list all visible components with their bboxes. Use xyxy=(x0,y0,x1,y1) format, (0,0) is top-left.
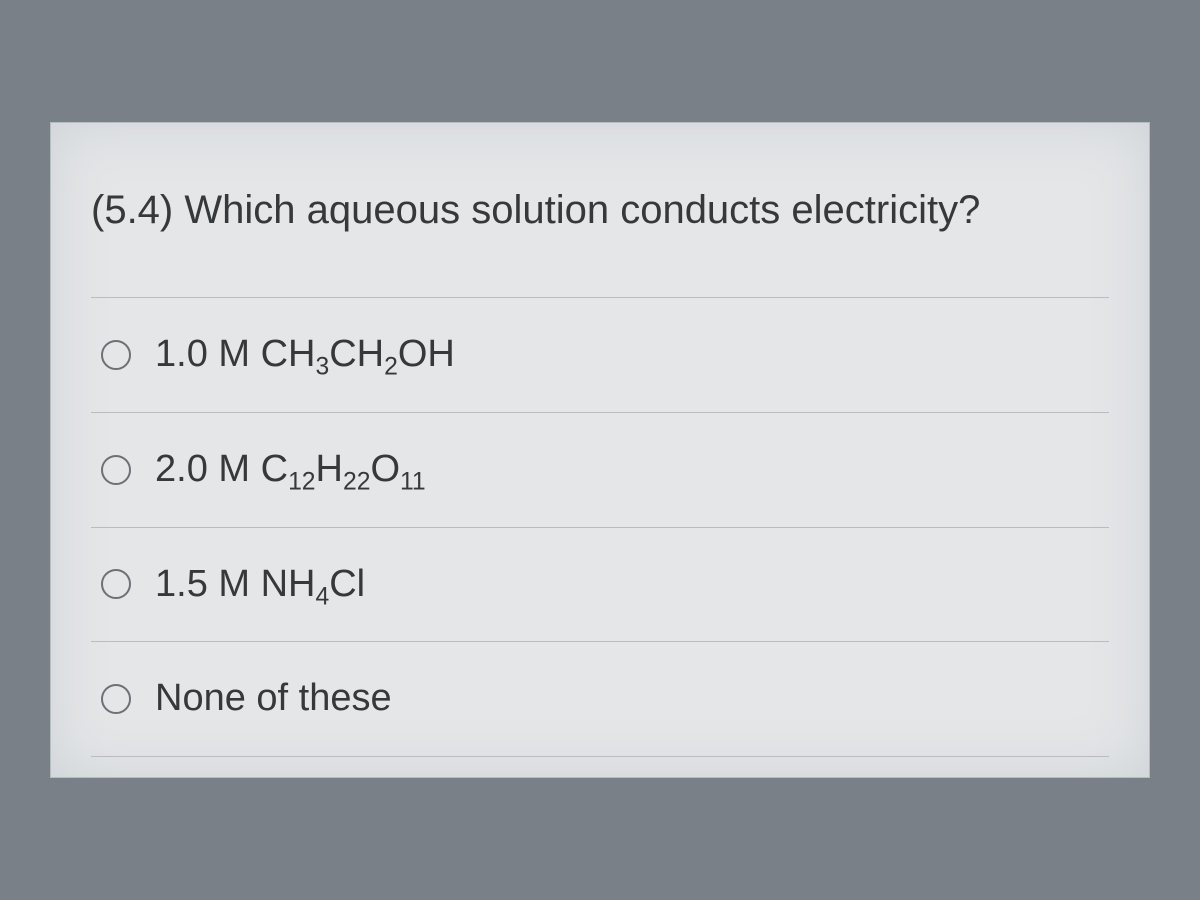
formula-subscript: 12 xyxy=(288,469,315,496)
radio-icon[interactable] xyxy=(101,340,131,370)
option-prefix: 1.5 M xyxy=(155,563,261,605)
formula-part: CH xyxy=(261,333,316,375)
formula-part: CH xyxy=(329,333,384,375)
formula-part: O xyxy=(370,448,400,490)
formula-part: C xyxy=(261,448,288,490)
question-number: (5.4) xyxy=(91,188,173,232)
formula-part: NH xyxy=(261,563,316,605)
formula-subscript: 4 xyxy=(316,583,330,610)
formula-part: H xyxy=(316,448,343,490)
option-label: 1.5 M NH4Cl xyxy=(155,562,365,608)
option-prefix: 1.0 M xyxy=(155,333,261,375)
formula-subscript: 3 xyxy=(316,354,330,381)
option-prefix: 2.0 M xyxy=(155,448,261,490)
option-row[interactable]: 1.0 M CH3CH2OH xyxy=(91,298,1109,413)
option-label: None of these xyxy=(155,676,392,722)
formula-part: Cl xyxy=(329,563,365,605)
quiz-card: (5.4) Which aqueous solution conducts el… xyxy=(50,122,1150,777)
radio-icon[interactable] xyxy=(101,455,131,485)
radio-icon[interactable] xyxy=(101,569,131,599)
formula-subscript: 22 xyxy=(343,469,370,496)
option-label: 1.0 M CH3CH2OH xyxy=(155,332,455,378)
option-row[interactable]: 2.0 M C12H22O11 xyxy=(91,413,1109,528)
question-body: Which aqueous solution conducts electric… xyxy=(184,188,980,232)
question-text: (5.4) Which aqueous solution conducts el… xyxy=(91,183,1109,237)
options-list: 1.0 M CH3CH2OH2.0 M C12H22O111.5 M NH4Cl… xyxy=(91,297,1109,756)
formula-subscript: 2 xyxy=(384,354,398,381)
option-row[interactable]: 1.5 M NH4Cl xyxy=(91,528,1109,643)
option-row[interactable]: None of these xyxy=(91,642,1109,757)
formula-part: OH xyxy=(398,333,455,375)
radio-icon[interactable] xyxy=(101,684,131,714)
option-prefix: None of these xyxy=(155,677,392,719)
formula-subscript: 11 xyxy=(400,469,426,496)
option-label: 2.0 M C12H22O11 xyxy=(155,447,426,493)
